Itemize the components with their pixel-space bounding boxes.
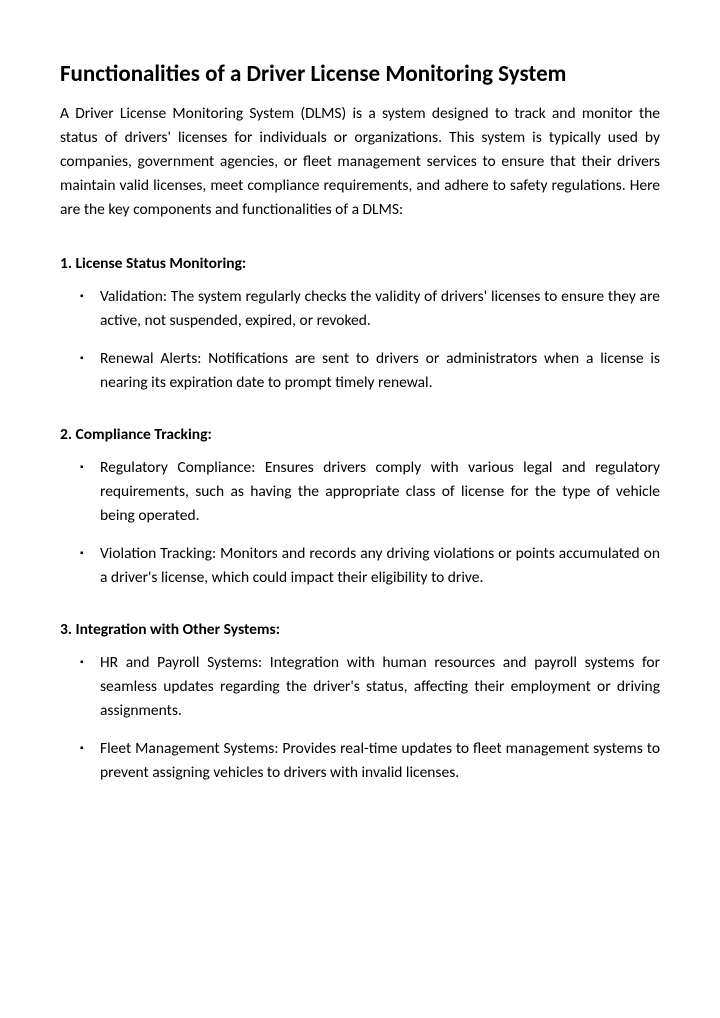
list-item: Regulatory Compliance: Ensures drivers c…	[100, 456, 660, 528]
list-item: HR and Payroll Systems: Integration with…	[100, 651, 660, 723]
list-item: Fleet Management Systems: Provides real-…	[100, 737, 660, 785]
list-item: Renewal Alerts: Notifications are sent t…	[100, 347, 660, 395]
section-heading: 1. License Status Monitoring:	[60, 254, 660, 273]
section-heading: 2. Compliance Tracking:	[60, 425, 660, 444]
list-item: Validation: The system regularly checks …	[100, 285, 660, 333]
section-heading: 3. Integration with Other Systems:	[60, 620, 660, 639]
list-item: Violation Tracking: Monitors and records…	[100, 542, 660, 590]
section-3: 3. Integration with Other Systems: HR an…	[60, 620, 660, 785]
page-title: Functionalities of a Driver License Moni…	[60, 60, 660, 90]
section-2: 2. Compliance Tracking: Regulatory Compl…	[60, 425, 660, 590]
section-1: 1. License Status Monitoring: Validation…	[60, 254, 660, 395]
intro-paragraph: A Driver License Monitoring System (DLMS…	[60, 102, 660, 222]
section-list: HR and Payroll Systems: Integration with…	[60, 651, 660, 785]
section-list: Validation: The system regularly checks …	[60, 285, 660, 395]
section-list: Regulatory Compliance: Ensures drivers c…	[60, 456, 660, 590]
